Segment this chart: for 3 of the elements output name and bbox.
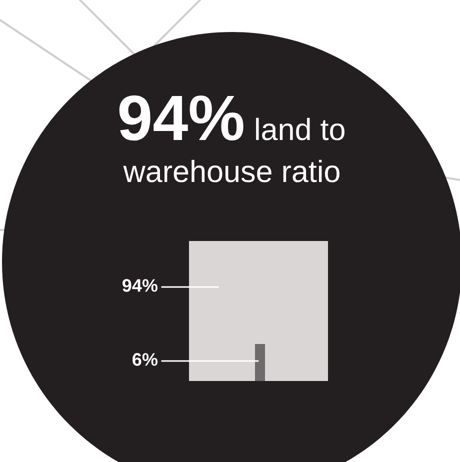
data-label: 94% (122, 279, 158, 292)
data-label: 6% (132, 353, 158, 366)
text: 94% (119, 95, 244, 141)
